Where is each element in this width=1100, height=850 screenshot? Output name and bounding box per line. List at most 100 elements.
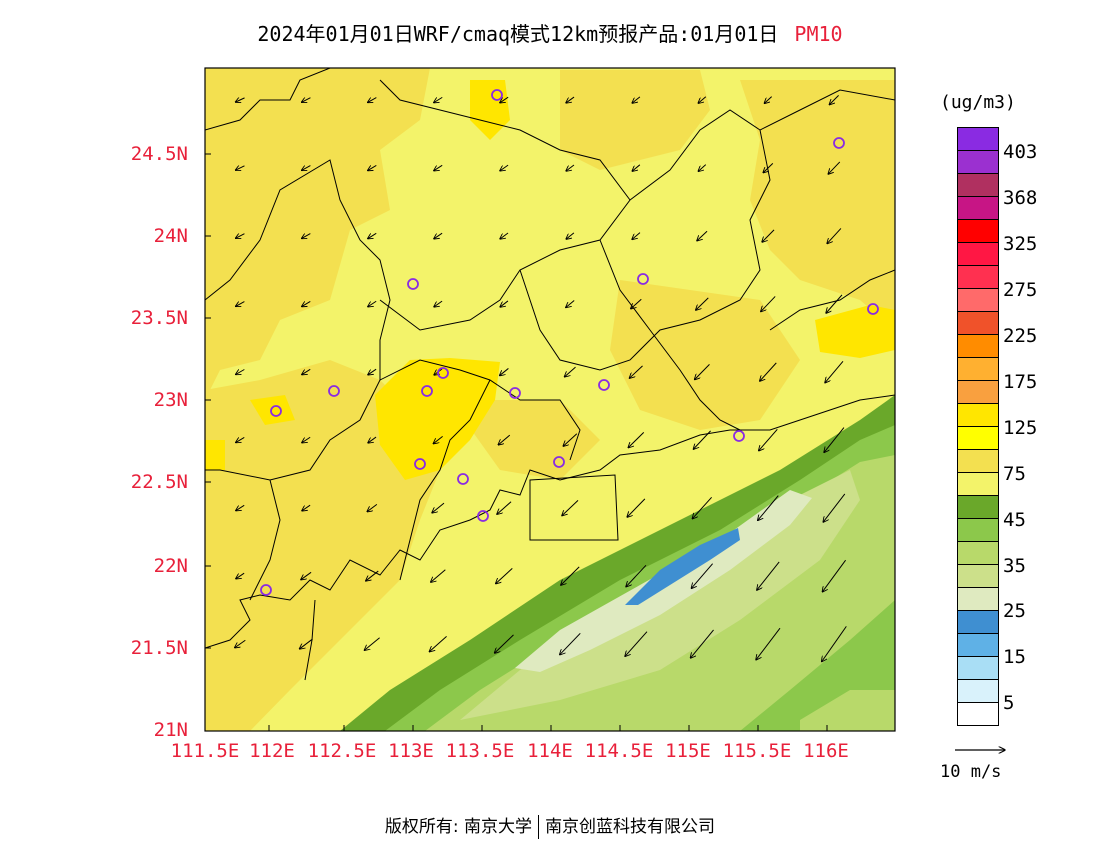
wind-arrow — [235, 639, 246, 647]
field-patch — [560, 70, 710, 170]
wind-arrow — [302, 166, 311, 171]
colorbar-label: 175 — [1003, 371, 1038, 393]
wind-arrow — [761, 296, 776, 311]
station-marker — [437, 367, 449, 379]
wind-arrow — [563, 433, 578, 446]
wind-vectors — [235, 95, 847, 661]
wind-arrow — [764, 96, 773, 104]
colorbar-swatch — [958, 381, 998, 404]
colorbar-swatch — [958, 312, 998, 335]
wind-arrow — [368, 97, 377, 103]
wind-arrow — [432, 502, 445, 513]
lat-label: 23.5N — [130, 307, 188, 329]
footer-divider — [538, 815, 540, 839]
wind-arrow — [236, 504, 245, 510]
wind-arrow — [302, 504, 311, 511]
wind-arrow — [759, 428, 778, 450]
lon-label: 113.5E — [445, 740, 515, 762]
wind-arrow — [625, 631, 648, 657]
colorbar — [957, 127, 999, 726]
lat-label: 24N — [153, 225, 188, 247]
copyright-left: 版权所有: 南京大学 — [384, 817, 533, 837]
wind-arrow — [235, 98, 245, 102]
colorbar-swatch — [958, 197, 998, 220]
wind-arrow — [566, 300, 575, 308]
pollutant-label: PM10 — [794, 22, 843, 46]
colorbar-label: 125 — [1003, 417, 1038, 439]
lat-label: 21N — [153, 719, 188, 741]
hongkong-box — [529, 474, 619, 541]
wind-arrow — [763, 162, 774, 172]
wind-arrow — [632, 164, 641, 171]
station-marker — [509, 387, 521, 399]
wind-arrow — [626, 564, 647, 586]
wind-arrow — [757, 561, 780, 590]
wind-arrow — [690, 629, 714, 658]
colorbar-swatch — [958, 243, 998, 266]
station-marker — [260, 584, 272, 596]
lon-label: 112E — [249, 740, 295, 762]
wind-arrow — [564, 366, 576, 377]
lon-label: 115E — [665, 740, 711, 762]
colorbar-swatch — [958, 519, 998, 542]
station-marker — [270, 405, 282, 417]
wind-arrow — [500, 96, 509, 103]
wind-arrow — [566, 96, 575, 103]
title-text: 2024年01月01日WRF/cmaq模式12km预报产品:01月01日 — [257, 22, 779, 46]
colorbar-swatch — [958, 703, 998, 725]
wind-arrow — [500, 164, 509, 171]
colorbar-swatch — [958, 634, 998, 657]
colorbar-swatch — [958, 128, 998, 151]
colorbar-label: 368 — [1003, 187, 1038, 209]
wind-arrow — [698, 96, 707, 104]
wind-arrow — [760, 362, 777, 381]
wind-arrow — [824, 427, 845, 453]
colorbar-swatch — [958, 174, 998, 197]
wind-key-label: 10 m/s — [940, 762, 1002, 782]
province-boundary — [205, 68, 331, 131]
wind-arrow — [366, 570, 379, 581]
wind-arrow — [500, 300, 509, 307]
wind-arrow — [631, 298, 642, 309]
province-boundary — [379, 359, 581, 461]
copyright-footer: 版权所有: 南京大学 南京创蓝科技有限公司 — [0, 812, 1100, 839]
station-marker — [407, 278, 419, 290]
colorbar-swatch — [958, 404, 998, 427]
wind-arrow — [364, 637, 380, 650]
wind-arrow — [691, 563, 714, 589]
wind-arrow — [758, 495, 779, 521]
wind-arrow — [756, 627, 781, 660]
province-boundary — [249, 479, 281, 601]
lat-label: 23N — [153, 389, 188, 411]
station-marker — [637, 273, 649, 285]
chart-title: 2024年01月01日WRF/cmaq模式12km预报产品:01月01日 PM10 — [0, 18, 1100, 47]
wind-arrow — [302, 233, 311, 239]
wind-arrow — [434, 300, 443, 307]
province-boundary — [519, 89, 895, 371]
wind-arrow — [433, 435, 443, 443]
lat-label: 22.5N — [130, 471, 188, 493]
station-marker — [457, 473, 469, 485]
field-patch — [815, 305, 895, 358]
colorbar-swatch — [958, 335, 998, 358]
wind-arrow — [825, 360, 844, 382]
wind-arrow — [434, 96, 443, 102]
lat-label: 24.5N — [130, 143, 188, 165]
wind-arrow — [692, 496, 713, 518]
wind-arrow — [822, 559, 847, 592]
colorbar-label: 35 — [1003, 555, 1026, 577]
wind-arrow — [566, 232, 575, 239]
colorbar-label: 275 — [1003, 279, 1038, 301]
colorbar-swatch — [958, 266, 998, 289]
colorbar-swatch — [958, 657, 998, 680]
province-boundary — [769, 269, 895, 331]
colorbar-label: 45 — [1003, 509, 1026, 531]
wind-arrow — [827, 228, 842, 243]
station-marker — [867, 303, 879, 315]
lon-label: 114.5E — [584, 740, 654, 762]
colorbar-swatch — [958, 680, 998, 703]
wind-arrow — [496, 567, 513, 583]
wind-arrow — [560, 632, 581, 654]
province-boundary — [629, 109, 761, 201]
